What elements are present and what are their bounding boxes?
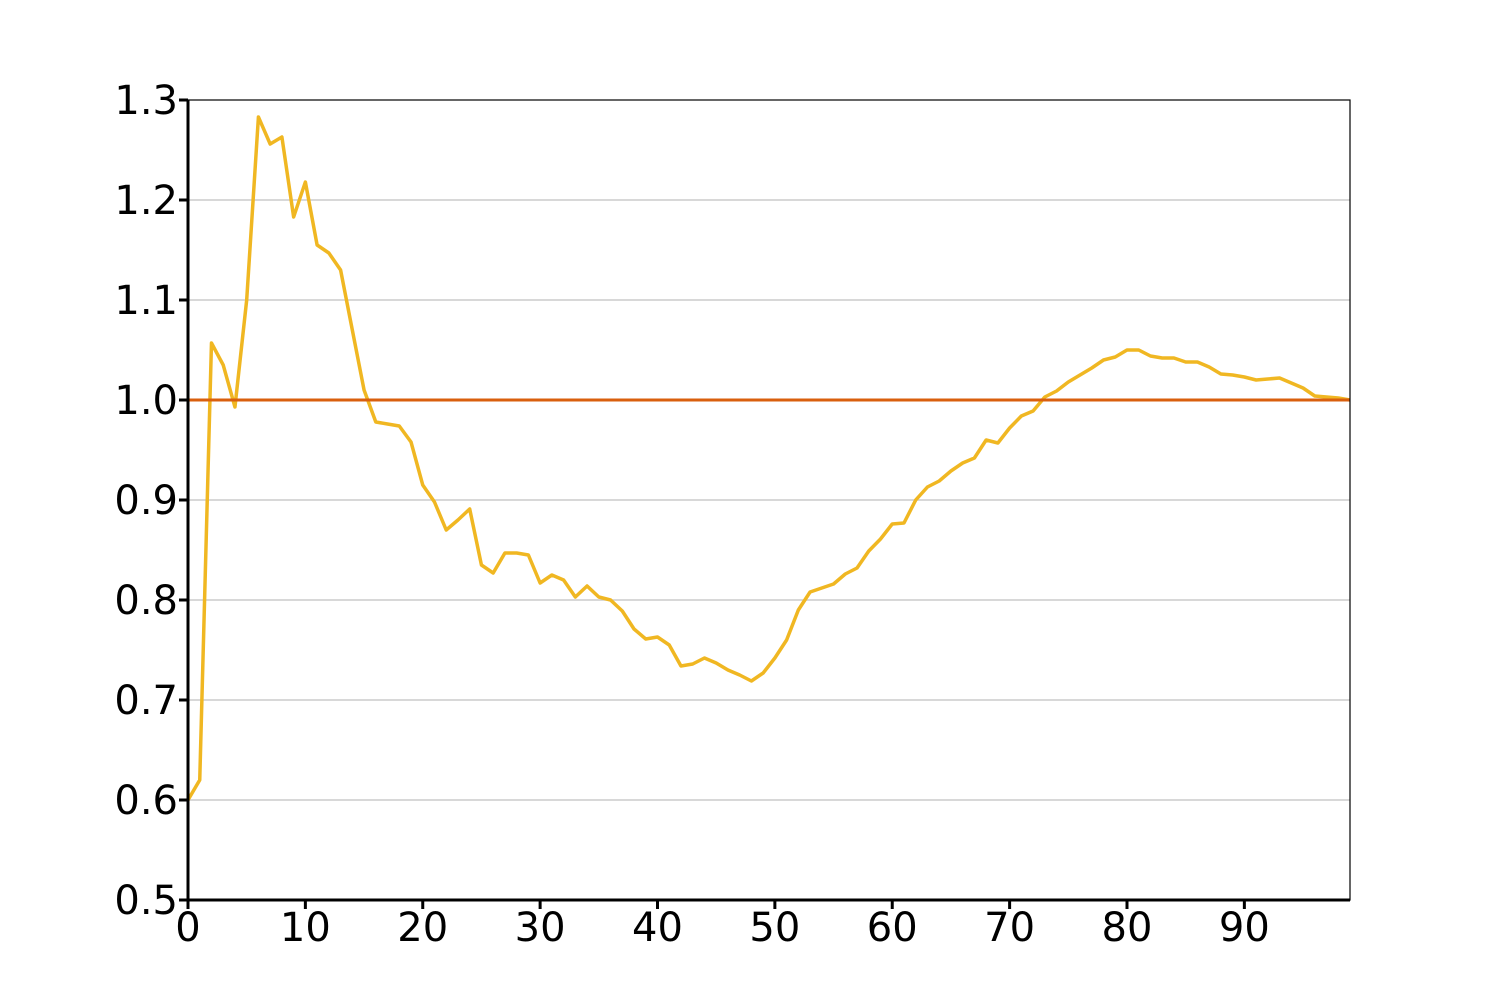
y-tick-label-3: 0.8 <box>114 578 178 624</box>
x-tick-label-5: 50 <box>749 905 800 951</box>
gridlines <box>188 199 1350 801</box>
x-tick-label-7: 70 <box>984 905 1035 951</box>
y-tick-label-8: 1.3 <box>114 78 178 124</box>
y-tick-label-5: 1.0 <box>114 378 178 424</box>
tick-labels: 0.5 0.6 0.7 0.8 0.9 1.0 1.1 1.2 1.3 0 10 20 30 40 50 60… <box>114 78 1269 951</box>
y-tick-label-1: 0.6 <box>114 778 178 824</box>
y-tick-label-7: 1.2 <box>114 178 178 224</box>
x-tick-label-0: 0 <box>175 905 200 951</box>
axes <box>179 98 1351 909</box>
x-tick-label-1: 10 <box>280 905 331 951</box>
plot-series <box>186 115 1351 801</box>
y-tick-label-2: 0.7 <box>114 678 178 724</box>
x-tick-label-3: 30 <box>515 905 566 951</box>
x-tick-label-6: 60 <box>867 905 918 951</box>
x-tick-label-9: 90 <box>1219 905 1270 951</box>
x-tick-label-2: 20 <box>397 905 448 951</box>
series-line-0 <box>186 115 1351 801</box>
x-tick-label-4: 40 <box>632 905 683 951</box>
y-tick-label-4: 0.9 <box>114 478 178 524</box>
y-tick-label-0: 0.5 <box>114 878 178 924</box>
y-tick-label-6: 1.1 <box>114 278 178 324</box>
x-tick-label-8: 80 <box>1102 905 1153 951</box>
